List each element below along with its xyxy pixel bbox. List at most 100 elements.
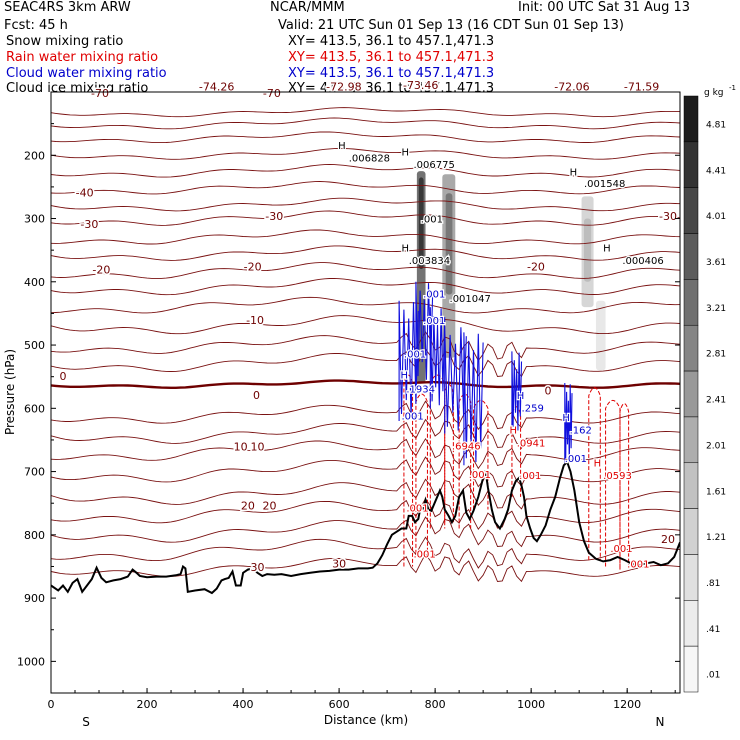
- y-tick-label: 900: [24, 592, 45, 605]
- hydrometeor-label: H: [402, 147, 410, 158]
- isotherm-line: [51, 117, 680, 130]
- init-time: Init: 00 UTC Sat 31 Aug 13: [518, 0, 691, 15]
- isotherm-label: -30: [659, 210, 677, 223]
- colorbar-swatch: [683, 141, 699, 188]
- isotherm-label: -72.06: [554, 81, 589, 94]
- hydrometeor-label: .006828: [349, 154, 390, 165]
- colorbar-tick-label: 3.61: [706, 258, 726, 268]
- colorbar-unit-label: g kg: [704, 88, 724, 98]
- isotherm-line: [51, 536, 680, 569]
- isotherm-line: [51, 148, 680, 160]
- isotherm-line: [51, 262, 680, 280]
- x-tick-label: 0: [48, 698, 55, 711]
- north-endpoint-label: N: [656, 715, 665, 729]
- rain-water-contour: [473, 399, 489, 510]
- hydrometeor-label: .6946: [452, 441, 481, 452]
- x-tick-label: 600: [329, 698, 350, 711]
- isotherm-line: [51, 553, 680, 583]
- isotherm-label: 30: [332, 558, 346, 571]
- south-endpoint-label: S: [82, 715, 90, 729]
- snow-ice-shading: [583, 218, 592, 282]
- colorbar-tick-label: 2.81: [706, 350, 726, 360]
- cloud-water-contour: [463, 332, 484, 466]
- field-xy-snow: XY= 413.5, 36.1 to 457.1,471.3: [288, 34, 495, 49]
- colorbar-tick-label: 4.01: [706, 212, 726, 222]
- plot-area: [51, 92, 680, 693]
- colorbar-swatch: [683, 554, 699, 601]
- isotherm-label: -72.98: [326, 81, 361, 94]
- hydrometeor-label: .001: [404, 350, 426, 361]
- hydrometeor-label: .000406: [622, 256, 663, 267]
- terrain-line: [51, 460, 680, 595]
- rain-water-contour: [605, 399, 621, 567]
- hydrometeor-label: .001548: [584, 179, 625, 190]
- isotherm-line: [51, 277, 680, 296]
- isotherm-line: [51, 131, 680, 144]
- hydrometeor-label: .001: [414, 550, 436, 561]
- hydrometeor-label: .001: [469, 470, 491, 481]
- isotherm-label: 30: [250, 561, 264, 574]
- snow-ice-shading: [418, 177, 424, 270]
- y-tick-label: 300: [24, 213, 45, 226]
- cloud-water-contour: [429, 307, 446, 409]
- isotherm-label: 0: [544, 384, 551, 397]
- isotherm-line: [51, 181, 680, 195]
- colorbar-tick-label: .01: [706, 671, 720, 681]
- x-tick-label: 200: [137, 698, 158, 711]
- isotherm-label: -70: [263, 87, 281, 100]
- hydrometeor-label: .001: [421, 214, 443, 225]
- isotherm-line: [51, 229, 680, 245]
- isotherm-line: [51, 164, 680, 178]
- colorbar-unit-exponent: -1: [729, 84, 736, 92]
- hydrometeor-label: H: [402, 243, 410, 254]
- colorbar-swatch: [683, 279, 699, 326]
- snow-ice-shading: [445, 193, 453, 295]
- rain-water-contour: [619, 403, 630, 570]
- isotherm-label: -10: [246, 314, 264, 327]
- colorbar-swatch: [683, 233, 699, 280]
- forecast-hour: Fcst: 45 h: [4, 18, 68, 33]
- field-label-cloud-water: Cloud water mixing ratio: [6, 66, 167, 81]
- isotherm-label: 0: [253, 389, 260, 402]
- hydrometeor-label: H: [338, 141, 346, 152]
- x-tick-label: 1200: [613, 698, 641, 711]
- isotherm-label: -73.46: [403, 79, 438, 92]
- isotherm-label: -71.59: [624, 81, 659, 94]
- cloud-water-contour: [398, 300, 419, 421]
- freezing-level-line: [51, 379, 680, 389]
- colorbar-tick-label: 2.01: [706, 441, 726, 451]
- y-tick-label: 400: [24, 276, 45, 289]
- hydrometeor-label: H: [562, 413, 570, 424]
- cloud-water-contour: [444, 326, 467, 434]
- x-axis-label: Distance (km): [324, 713, 408, 727]
- isotherm-line: [51, 348, 680, 378]
- isotherm-line: [51, 331, 680, 362]
- isotherm-line: [51, 245, 680, 261]
- hydrometeor-label: H: [517, 391, 525, 402]
- colorbar-swatch: [683, 95, 699, 143]
- hydrometeor-label: H: [401, 371, 409, 382]
- isotherm-line: [51, 107, 680, 118]
- colorbar-tick-label: 2.41: [706, 396, 726, 406]
- hydrometeor-label: .001: [402, 412, 424, 423]
- isotherm-line: [51, 516, 680, 548]
- isotherm-line: [51, 210, 680, 226]
- x-tick-label: 800: [425, 698, 446, 711]
- colorbar-swatch: [683, 416, 699, 464]
- colorbar-swatch: [683, 187, 699, 234]
- organization-label: NCAR/MMM: [270, 0, 345, 15]
- isotherm-label: 10: [250, 441, 264, 454]
- isotherm-label: -30: [265, 210, 283, 223]
- isotherm-line: [51, 497, 680, 531]
- isotherm-line: [51, 418, 680, 449]
- y-tick-label: 800: [24, 529, 45, 542]
- model-title: SEAC4RS 3km ARW: [4, 0, 131, 15]
- hydrometeor-label: .001047: [450, 294, 491, 305]
- snow-ice-shading: [595, 300, 606, 371]
- colorbar-swatch: [683, 508, 699, 555]
- y-axis-label: Pressure (hPa): [3, 349, 17, 435]
- isotherm-label: 10: [234, 441, 248, 454]
- y-tick-label: 200: [24, 149, 45, 162]
- isotherm-line: [51, 296, 680, 314]
